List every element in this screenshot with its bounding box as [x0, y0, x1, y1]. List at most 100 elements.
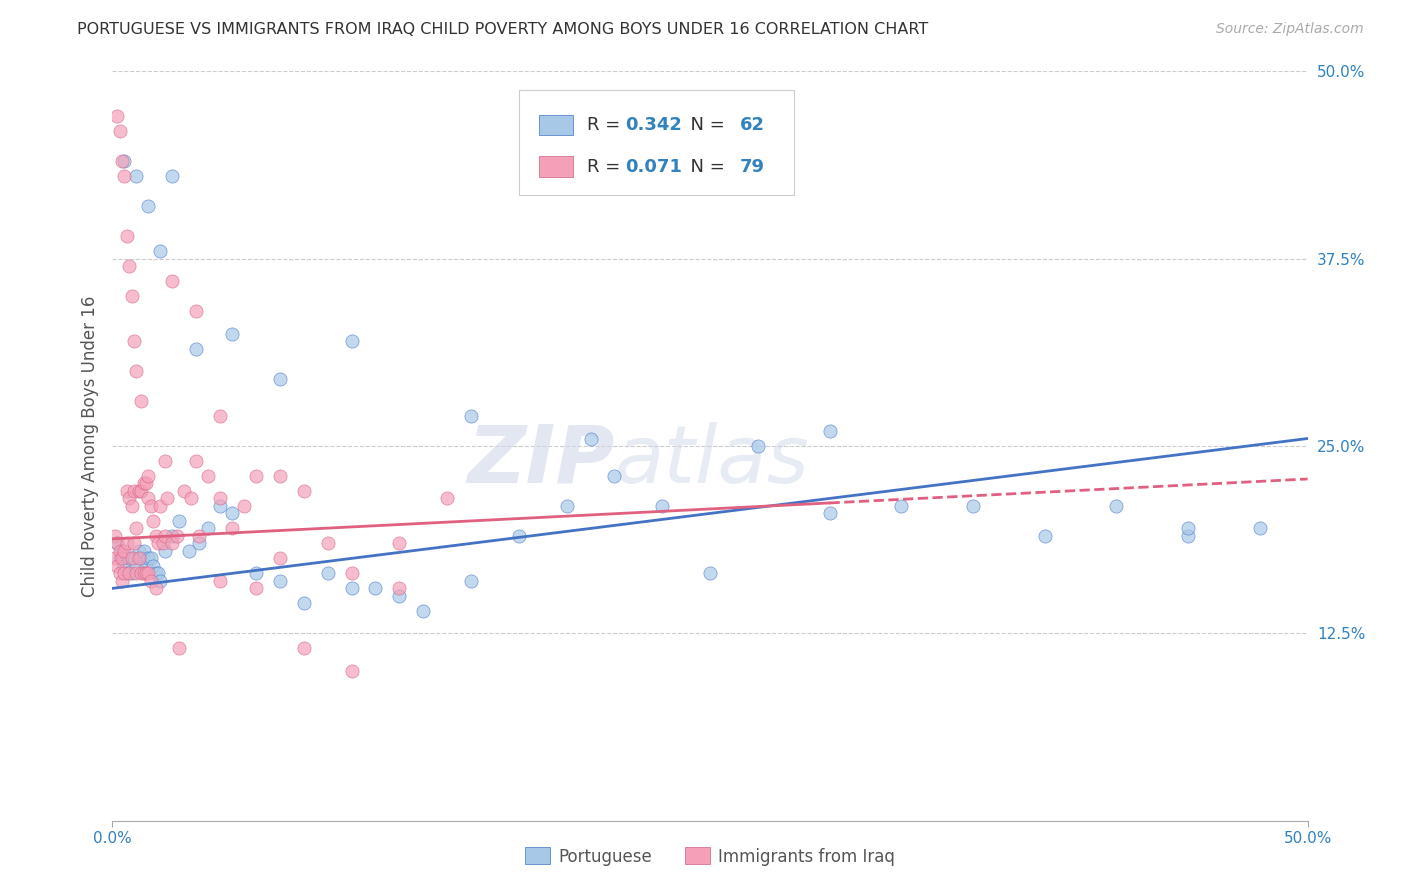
Immigrants from Iraq — [125, 521, 148, 535]
Portuguese — [138, 199, 160, 213]
Portuguese — [1033, 529, 1056, 543]
Portuguese — [699, 566, 721, 581]
Immigrants from Iraq — [128, 483, 150, 498]
Portuguese — [1105, 499, 1128, 513]
Portuguese — [1177, 521, 1199, 535]
Portuguese — [129, 551, 152, 566]
Immigrants from Iraq — [197, 469, 219, 483]
Portuguese — [122, 551, 145, 566]
Immigrants from Iraq — [340, 566, 363, 581]
Portuguese — [890, 499, 912, 513]
Immigrants from Iraq — [142, 514, 165, 528]
Immigrants from Iraq — [135, 476, 157, 491]
Portuguese — [177, 544, 200, 558]
Portuguese — [388, 589, 411, 603]
Portuguese — [1249, 521, 1271, 535]
Portuguese — [142, 558, 165, 573]
Portuguese — [292, 596, 315, 610]
Portuguese — [209, 499, 232, 513]
Immigrants from Iraq — [129, 394, 152, 409]
Text: 79: 79 — [740, 158, 765, 176]
Portuguese — [132, 544, 155, 558]
Immigrants from Iraq — [388, 582, 411, 596]
Portuguese — [555, 499, 578, 513]
Portuguese — [149, 574, 172, 588]
Portuguese — [135, 558, 157, 573]
Immigrants from Iraq — [162, 536, 183, 550]
Immigrants from Iraq — [122, 536, 145, 550]
Immigrants from Iraq — [169, 641, 191, 656]
Portuguese — [128, 544, 150, 558]
Text: 0.071: 0.071 — [626, 158, 682, 176]
Portuguese — [245, 566, 267, 581]
Immigrants from Iraq — [138, 566, 160, 581]
Portuguese — [153, 544, 176, 558]
Immigrants from Iraq — [186, 304, 208, 318]
Portuguese — [221, 507, 243, 521]
Portuguese — [316, 566, 339, 581]
Immigrants from Iraq — [146, 536, 169, 550]
Immigrants from Iraq — [121, 499, 143, 513]
Immigrants from Iraq — [115, 483, 138, 498]
Portuguese — [460, 574, 482, 588]
Portuguese — [269, 574, 291, 588]
Portuguese — [111, 544, 134, 558]
Portuguese — [162, 169, 183, 184]
Immigrants from Iraq — [125, 566, 148, 581]
Immigrants from Iraq — [138, 491, 160, 506]
Portuguese — [579, 432, 602, 446]
Immigrants from Iraq — [186, 454, 208, 468]
Portuguese — [169, 514, 191, 528]
Immigrants from Iraq — [132, 566, 155, 581]
Text: atlas: atlas — [614, 422, 810, 500]
Text: Source: ZipAtlas.com: Source: ZipAtlas.com — [1216, 22, 1364, 37]
Immigrants from Iraq — [145, 529, 167, 543]
Portuguese — [962, 499, 984, 513]
Immigrants from Iraq — [152, 536, 174, 550]
Immigrants from Iraq — [111, 551, 134, 566]
Portuguese — [460, 409, 482, 423]
Portuguese — [818, 507, 841, 521]
Immigrants from Iraq — [125, 364, 148, 378]
Text: 62: 62 — [740, 116, 765, 134]
Portuguese — [221, 326, 243, 341]
Portuguese — [149, 244, 172, 259]
Immigrants from Iraq — [129, 566, 152, 581]
Portuguese — [1177, 529, 1199, 543]
Portuguese — [187, 536, 209, 550]
Text: N =: N = — [679, 116, 731, 134]
Immigrants from Iraq — [105, 536, 128, 550]
FancyBboxPatch shape — [538, 114, 572, 136]
Immigrants from Iraq — [108, 566, 131, 581]
Portuguese — [125, 558, 148, 573]
Immigrants from Iraq — [108, 544, 131, 558]
Immigrants from Iraq — [108, 124, 131, 138]
Portuguese — [603, 469, 626, 483]
Portuguese — [340, 582, 363, 596]
Immigrants from Iraq — [153, 454, 176, 468]
Portuguese — [114, 154, 135, 169]
Immigrants from Iraq — [187, 529, 209, 543]
Immigrants from Iraq — [104, 551, 127, 566]
Portuguese — [146, 566, 169, 581]
Immigrants from Iraq — [128, 551, 150, 566]
Immigrants from Iraq — [245, 582, 267, 596]
Immigrants from Iraq — [139, 499, 162, 513]
Immigrants from Iraq — [114, 169, 135, 184]
Immigrants from Iraq — [121, 551, 143, 566]
Immigrants from Iraq — [122, 334, 145, 348]
Text: ZIP: ZIP — [467, 422, 614, 500]
Immigrants from Iraq — [118, 259, 141, 273]
Immigrants from Iraq — [173, 483, 195, 498]
Portuguese — [186, 342, 208, 356]
Portuguese — [364, 582, 387, 596]
Immigrants from Iraq — [269, 469, 291, 483]
Portuguese — [508, 529, 530, 543]
Text: R =: R = — [586, 158, 626, 176]
Immigrants from Iraq — [115, 229, 138, 244]
Portuguese — [818, 424, 841, 438]
Immigrants from Iraq — [139, 574, 162, 588]
Text: PORTUGUESE VS IMMIGRANTS FROM IRAQ CHILD POVERTY AMONG BOYS UNDER 16 CORRELATION: PORTUGUESE VS IMMIGRANTS FROM IRAQ CHILD… — [77, 22, 928, 37]
Immigrants from Iraq — [153, 529, 176, 543]
Immigrants from Iraq — [209, 491, 232, 506]
